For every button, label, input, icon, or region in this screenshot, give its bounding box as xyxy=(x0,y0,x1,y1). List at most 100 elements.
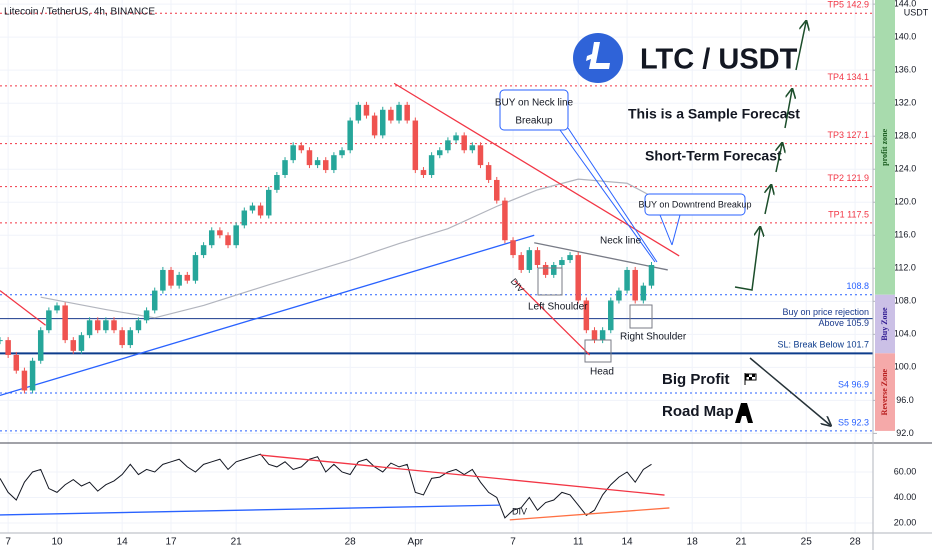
moving-average xyxy=(40,178,660,319)
candle xyxy=(13,354,20,371)
ltc-logo-mark xyxy=(586,42,610,69)
x-tick-label: 7 xyxy=(510,537,516,548)
candle xyxy=(225,235,231,246)
road-icon xyxy=(735,403,753,423)
pattern-label: Neck line xyxy=(600,236,642,247)
candle xyxy=(551,264,557,275)
level-label: SL: Break Below 101.7 xyxy=(777,340,869,350)
trendline xyxy=(0,290,46,326)
candle xyxy=(608,300,614,331)
chart-title: Litecoin / TetherUS, 4h, BINANCE xyxy=(4,7,155,18)
candle xyxy=(192,255,199,281)
candle xyxy=(526,250,533,270)
y-tick-label: 132.0 xyxy=(894,98,917,108)
axis-unit: USDT xyxy=(904,7,929,17)
x-tick-label: 10 xyxy=(51,537,63,548)
candle xyxy=(306,150,313,166)
rsi-trendline xyxy=(260,454,665,496)
x-tick-label: 14 xyxy=(117,537,129,548)
candle xyxy=(510,240,516,256)
x-tick-label: 14 xyxy=(621,537,633,548)
reverse-arrow xyxy=(749,357,830,425)
candle xyxy=(160,269,166,291)
candle xyxy=(208,230,215,246)
candle xyxy=(282,160,288,176)
candle xyxy=(0,340,3,342)
y-tick-label: 96.0 xyxy=(896,395,914,405)
candle xyxy=(355,104,362,121)
zone-label: Buy Zone xyxy=(880,307,889,341)
rsi-tick-label: 60.00 xyxy=(894,466,917,476)
annotation: Road Map xyxy=(662,403,734,420)
candle xyxy=(453,135,459,141)
y-tick-label: 120.0 xyxy=(894,197,917,207)
candle xyxy=(542,264,549,275)
candle xyxy=(70,340,77,351)
x-tick-label: 18 xyxy=(687,537,699,548)
pattern-label: Left Shoulder xyxy=(528,302,588,313)
callout-pointer xyxy=(659,214,673,246)
pattern-box xyxy=(629,304,653,329)
level-label: S4 96.9 xyxy=(838,379,869,389)
candle xyxy=(274,175,280,190)
candle xyxy=(371,115,378,136)
candle xyxy=(599,330,606,341)
y-tick-label: 108.0 xyxy=(894,296,917,306)
candle xyxy=(298,145,305,151)
forecast-path xyxy=(734,22,806,291)
candle xyxy=(241,210,248,226)
candle xyxy=(591,330,598,341)
candle xyxy=(575,255,581,301)
level-label: TP4 134.1 xyxy=(827,72,869,82)
flag-icon xyxy=(744,373,757,385)
y-tick-label: 136.0 xyxy=(894,65,917,75)
candle xyxy=(62,305,68,341)
candle xyxy=(347,120,353,151)
pattern-label: Right Shoulder xyxy=(620,332,687,343)
candle xyxy=(119,330,125,346)
candle xyxy=(363,104,370,116)
level-label: TP5 142.9 xyxy=(827,0,869,10)
callout-text: Breakup xyxy=(515,116,553,127)
trendline xyxy=(514,280,591,356)
y-tick-label: 116.0 xyxy=(894,230,916,240)
candle xyxy=(290,145,296,161)
candle xyxy=(420,170,427,176)
annotation: Short-Term Forecast xyxy=(645,148,782,164)
candle xyxy=(111,320,117,331)
candle xyxy=(168,269,174,286)
candle xyxy=(233,225,239,246)
candle xyxy=(437,150,443,156)
candle xyxy=(322,160,329,171)
y-tick-label: 100.0 xyxy=(894,362,917,372)
candle xyxy=(494,179,500,201)
level-label: TP3 127.1 xyxy=(827,130,869,140)
level-label: Above 105.9 xyxy=(818,318,869,328)
trendline xyxy=(393,82,680,257)
candle xyxy=(428,155,435,176)
candle xyxy=(249,205,256,211)
rsi-line xyxy=(0,453,652,519)
candle xyxy=(54,305,60,311)
callout-pointer xyxy=(567,127,658,263)
callout-text: BUY on Neck line xyxy=(495,98,574,109)
zone-label: profit zone xyxy=(880,128,889,165)
candle xyxy=(445,140,451,151)
annotation: Big Profit xyxy=(662,371,730,388)
candle xyxy=(518,255,524,270)
ltc-logo xyxy=(573,33,623,83)
candle xyxy=(339,150,345,156)
candle xyxy=(135,320,142,331)
zone xyxy=(875,294,895,354)
y-tick-label: 128.0 xyxy=(894,131,917,141)
y-tick-label: 104.0 xyxy=(894,329,917,339)
callout-text: BUY on Downtrend Breakup xyxy=(639,199,752,209)
callout-pointer xyxy=(671,214,681,246)
candle xyxy=(21,370,28,391)
candle xyxy=(502,200,508,241)
div-label: DIV xyxy=(512,506,527,516)
candle xyxy=(151,290,158,311)
candle xyxy=(388,109,394,121)
